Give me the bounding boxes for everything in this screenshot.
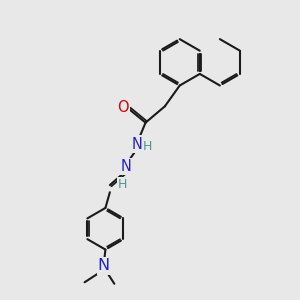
Text: N: N xyxy=(98,258,110,273)
Text: H: H xyxy=(143,140,153,153)
Text: O: O xyxy=(117,100,128,115)
Text: N: N xyxy=(131,136,142,152)
Text: N: N xyxy=(121,159,132,174)
Text: H: H xyxy=(118,178,127,191)
